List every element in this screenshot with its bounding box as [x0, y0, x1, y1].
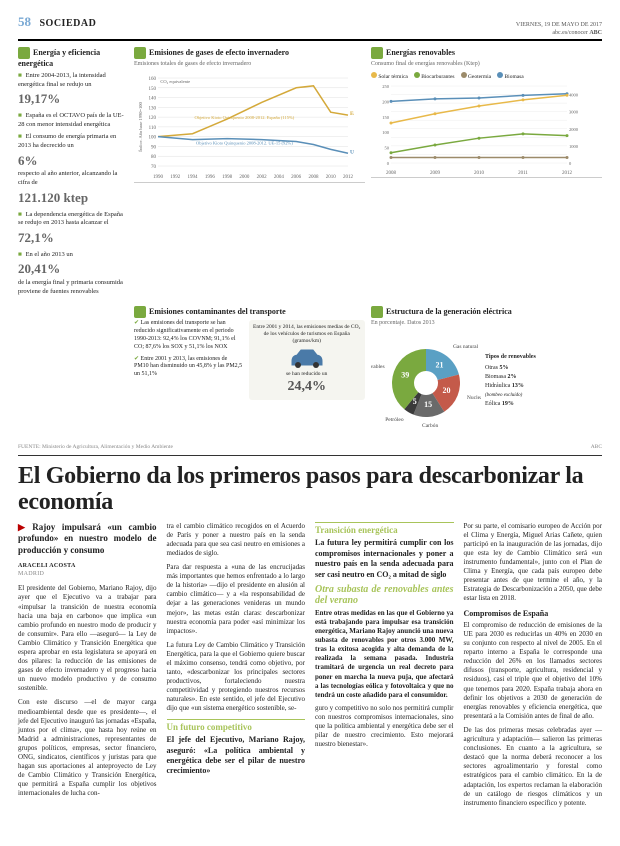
svg-text:2012: 2012 — [562, 171, 573, 176]
svg-text:4000: 4000 — [569, 93, 579, 98]
svg-text:5: 5 — [413, 397, 417, 406]
svg-text:1990: 1990 — [153, 175, 164, 180]
svg-text:España: España — [350, 111, 354, 117]
svg-text:20: 20 — [443, 386, 451, 395]
efficiency-panel: Energía y eficiencia energética ■ Entre … — [18, 47, 128, 300]
svg-text:Nuclear: Nuclear — [467, 395, 481, 401]
leaf-icon — [134, 47, 146, 59]
svg-text:Carbón: Carbón — [422, 423, 438, 429]
svg-text:3000: 3000 — [569, 110, 579, 115]
svg-text:50: 50 — [385, 146, 390, 151]
svg-text:15: 15 — [424, 400, 432, 409]
svg-text:140: 140 — [149, 96, 157, 101]
svg-text:Objetivo Kioto Quinquenio 2008: Objetivo Kioto Quinquenio 2008-2012. Esp… — [194, 115, 294, 120]
svg-text:21: 21 — [436, 361, 444, 370]
svg-text:160: 160 — [149, 77, 157, 82]
infographic-source: FUENTE: Ministerio de Agricultura, Alime… — [18, 444, 173, 451]
svg-text:100: 100 — [149, 135, 157, 140]
svg-text:39: 39 — [401, 370, 409, 379]
renewables-breakdown: Tipos de renovables Otras 5%Biomasa 2%Hi… — [485, 353, 536, 409]
svg-text:2002: 2002 — [257, 175, 268, 180]
section-name: SOCIEDAD — [40, 18, 97, 29]
svg-text:0: 0 — [387, 161, 390, 166]
svg-text:2008: 2008 — [308, 175, 319, 180]
svg-text:1998: 1998 — [222, 175, 233, 180]
transport-panel: Emisiones contaminantes del transporte ✔… — [134, 306, 365, 431]
svg-text:1000: 1000 — [569, 144, 579, 149]
article-lead: ▶Rajoy impulsará «un cambio profundo» en… — [18, 522, 157, 557]
svg-text:Objetivo Kioto Quinquenio 2008: Objetivo Kioto Quinquenio 2008-2012. UE-… — [196, 140, 293, 145]
generation-pie-chart: 21 Gas natural 20 Nuclear 15 Carbón 5 Petróleo 3… — [371, 331, 481, 431]
svg-text:Índice. Año base 1990=100: Índice. Año base 1990=100 — [138, 101, 143, 151]
leaf-icon — [371, 306, 383, 318]
car-icon — [287, 345, 327, 369]
svg-text:1992: 1992 — [170, 175, 181, 180]
svg-text:Gas natural: Gas natural — [453, 344, 479, 350]
subhead-compromisos: Compromisos de España — [464, 609, 603, 619]
pullout-subasta: Otra subasta de renovables antes del ver… — [315, 584, 454, 700]
renewables-area-chart: 0 1000 2000 3000 4000 0 50 100 150 200 250 2008 2009… — [371, 82, 591, 177]
svg-text:2004: 2004 — [274, 175, 285, 180]
svg-text:2008: 2008 — [386, 171, 397, 176]
svg-text:2000: 2000 — [239, 175, 250, 180]
generation-pie-panel: Estructura de la generación eléctrica En… — [371, 306, 602, 431]
svg-text:2006: 2006 — [291, 175, 302, 180]
svg-text:Petróleo: Petróleo — [385, 417, 404, 423]
svg-text:110: 110 — [149, 125, 157, 130]
pullout-transicion: Transición energética La futura ley perm… — [315, 522, 454, 580]
svg-text:CO₂ equivalente: CO₂ equivalente — [160, 78, 190, 83]
article-body: ▶Rajoy impulsará «un cambio profundo» en… — [18, 522, 602, 808]
article-headline: El Gobierno da los primeros pasos para d… — [18, 464, 602, 516]
date-line: VIERNES, 19 DE MAYO DE 2017 — [516, 22, 602, 30]
svg-text:70: 70 — [151, 165, 157, 170]
leaf-icon — [18, 47, 30, 59]
infographic-credit: ABC — [591, 444, 602, 451]
svg-text:1994: 1994 — [188, 175, 199, 180]
pullout-futuro: Un futuro competitivo El jefe del Ejecut… — [167, 719, 306, 777]
svg-text:2009: 2009 — [430, 171, 441, 176]
svg-text:150: 150 — [382, 115, 390, 120]
svg-text:2000: 2000 — [569, 127, 579, 132]
page-number: 58 — [18, 14, 31, 29]
leaf-icon — [371, 47, 383, 59]
svg-text:80: 80 — [151, 155, 157, 160]
svg-text:2010: 2010 — [474, 171, 485, 176]
svg-text:250: 250 — [382, 84, 390, 89]
svg-text:0: 0 — [569, 161, 572, 166]
svg-text:200: 200 — [382, 100, 390, 105]
emissions-chart-panel: Emisiones de gases de efecto invernadero… — [134, 47, 365, 300]
page-header: 58 SOCIEDAD VIERNES, 19 DE MAYO DE 2017 … — [18, 14, 602, 41]
leaf-icon — [134, 306, 146, 318]
svg-text:2012: 2012 — [343, 175, 354, 180]
svg-text:Renovables: Renovables — [371, 364, 385, 370]
svg-text:150: 150 — [149, 86, 157, 91]
emissions-line-chart: 70 80 90 100 110 120 130 140 150 160 1990 1992 1994 1… — [134, 72, 354, 182]
svg-text:1996: 1996 — [205, 175, 216, 180]
svg-text:120: 120 — [149, 116, 157, 121]
renewables-chart-panel: Energías renovables Consumo final de ene… — [371, 47, 602, 300]
svg-text:2010: 2010 — [326, 175, 337, 180]
svg-text:UE-15: UE-15 — [350, 149, 354, 155]
svg-text:90: 90 — [151, 145, 157, 150]
svg-text:2011: 2011 — [518, 171, 528, 176]
byline: ARACELI ACOSTA MADRID — [18, 563, 157, 579]
svg-text:130: 130 — [149, 106, 157, 111]
svg-text:100: 100 — [382, 131, 390, 136]
infographic-grid: Energía y eficiencia energética ■ Entre … — [18, 47, 602, 431]
